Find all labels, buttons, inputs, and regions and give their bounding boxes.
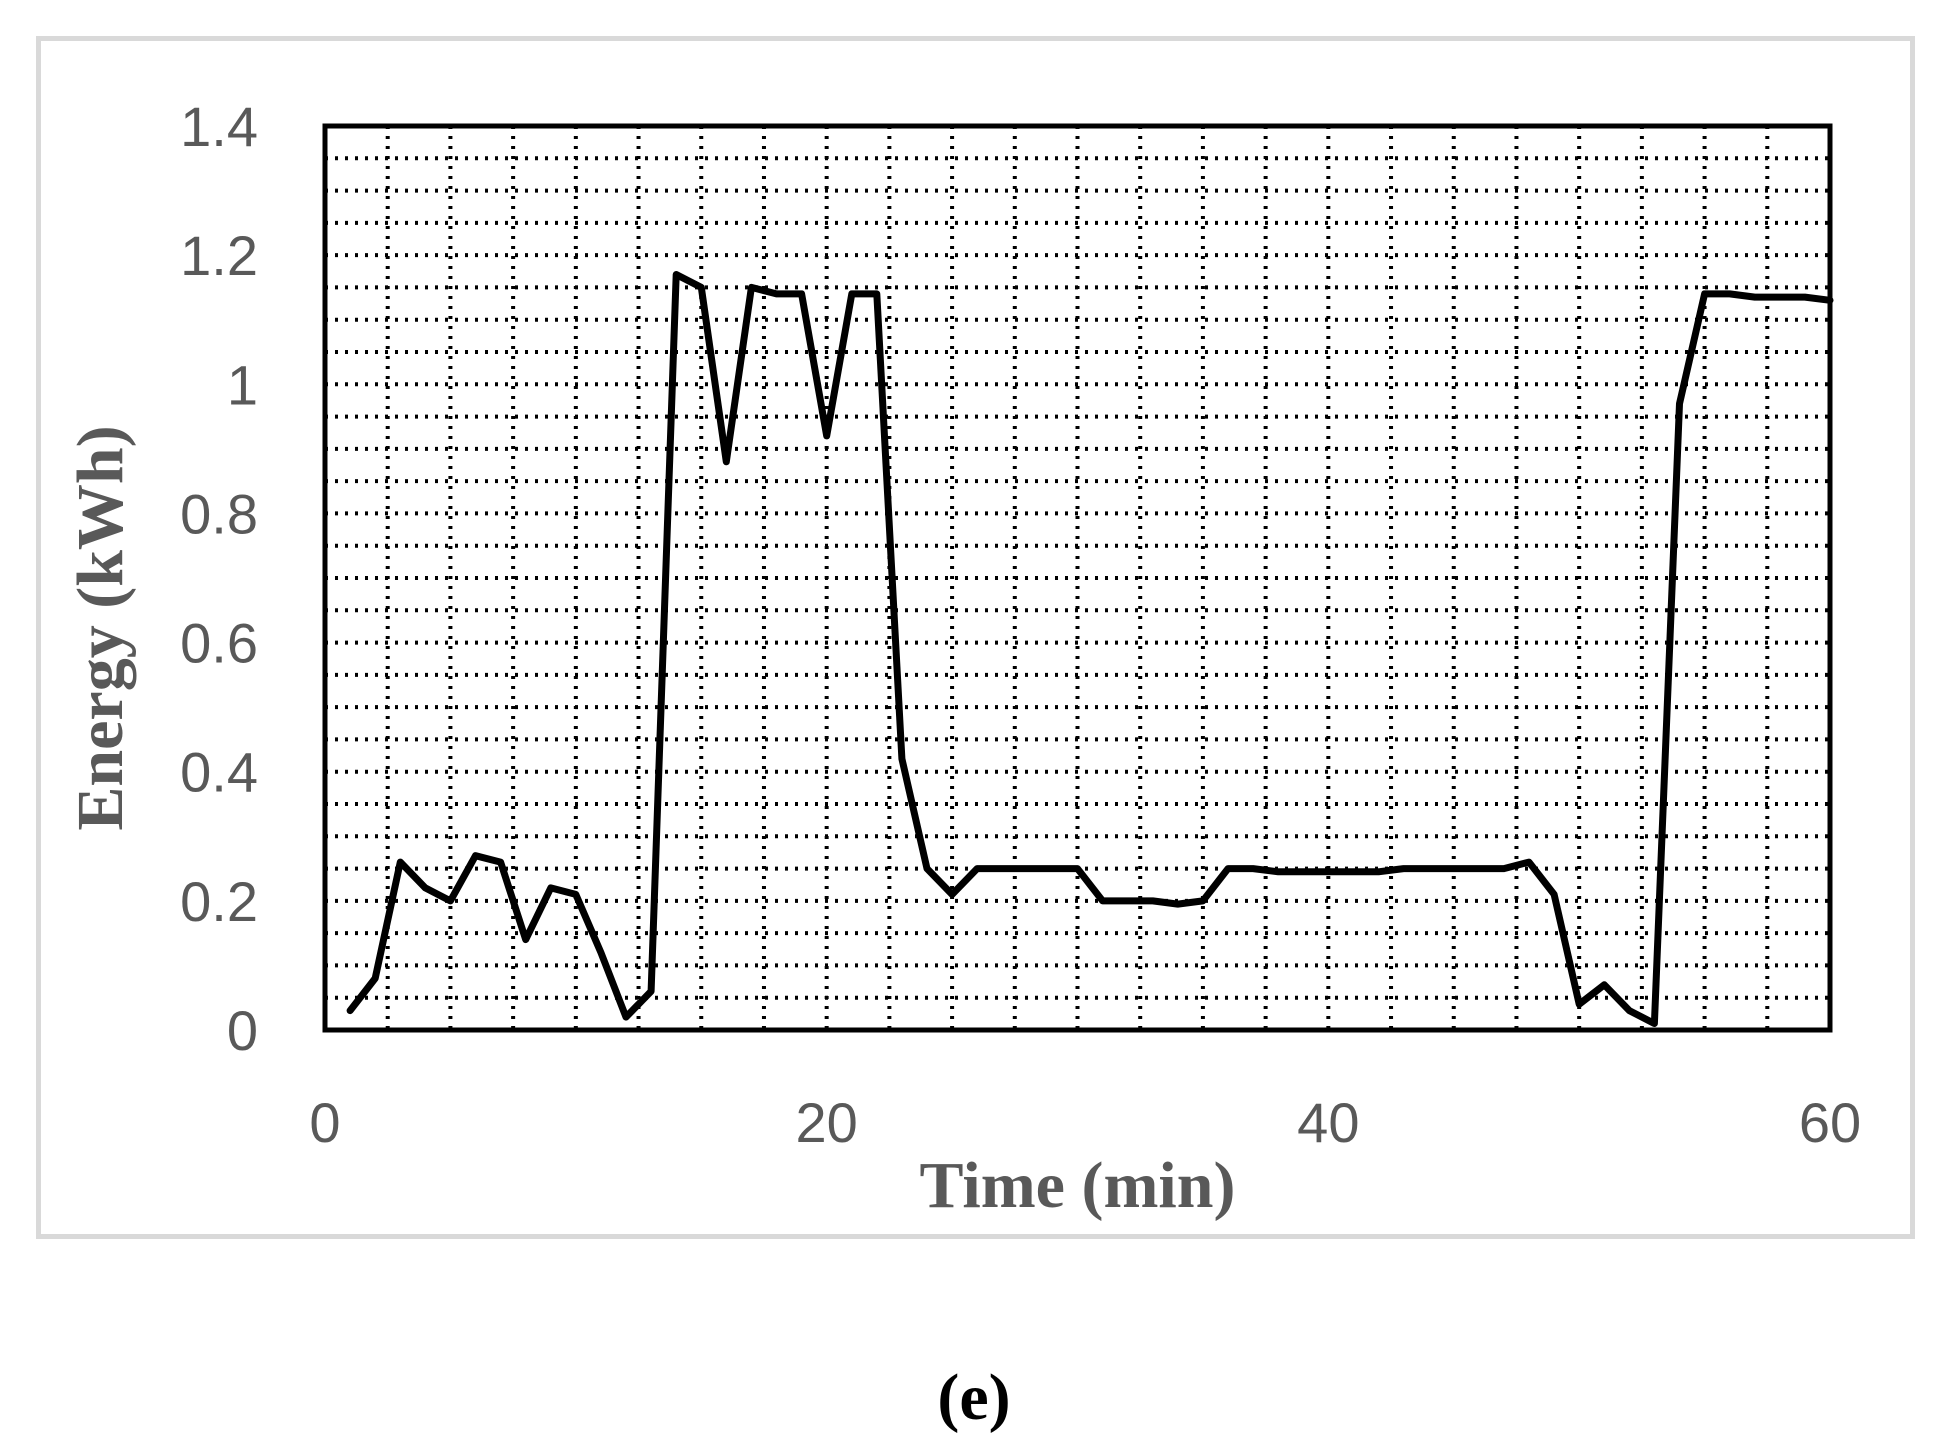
x-axis-ticks: 0 20 40 60 [309, 1091, 1861, 1154]
y-tick-label: 0.2 [180, 870, 258, 933]
y-axis-title: Energy (kWh) [64, 425, 137, 830]
y-tick-label: 1.4 [180, 95, 258, 158]
chart-frame [36, 36, 1915, 1239]
y-axis-ticks: 0 0.2 0.4 0.6 0.8 1 1.2 1.4 [180, 95, 258, 1062]
x-tick-label: 0 [309, 1091, 340, 1154]
y-tick-label: 0.8 [180, 482, 258, 545]
y-tick-label: 0 [227, 999, 258, 1062]
x-axis-title: Time (min) [920, 1149, 1236, 1222]
y-tick-label: 0.6 [180, 612, 258, 675]
energy-series-line [346, 271, 1834, 1027]
x-tick-label: 20 [796, 1091, 858, 1154]
x-tick-label: 60 [1799, 1091, 1861, 1154]
plot-area-border [322, 123, 1833, 1033]
panel-label: (e) [937, 1361, 1011, 1434]
y-tick-label: 1 [227, 353, 258, 416]
y-tick-label: 1.2 [180, 224, 258, 287]
x-tick-label: 40 [1297, 1091, 1359, 1154]
y-tick-label: 0.4 [180, 741, 258, 804]
